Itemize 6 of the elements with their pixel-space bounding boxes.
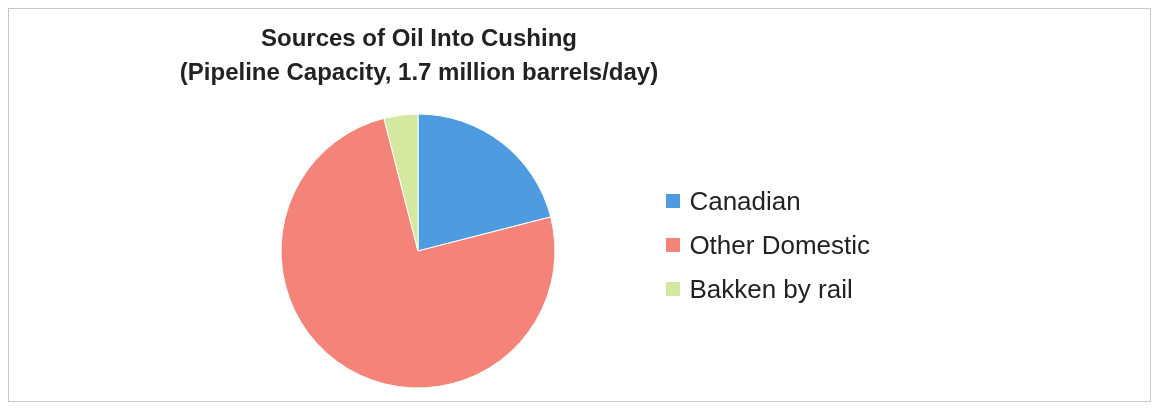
chart-subtitle: (Pipeline Capacity, 1.7 million barrels/day) — [178, 57, 660, 87]
legend-label: Other Domestic — [689, 229, 870, 262]
pie-slice — [280, 117, 556, 389]
chart-title: Sources of Oil Into Cushing — [260, 23, 578, 53]
legend-label: Canadian — [689, 185, 801, 218]
legend-label: Bakken by rail — [689, 273, 853, 306]
